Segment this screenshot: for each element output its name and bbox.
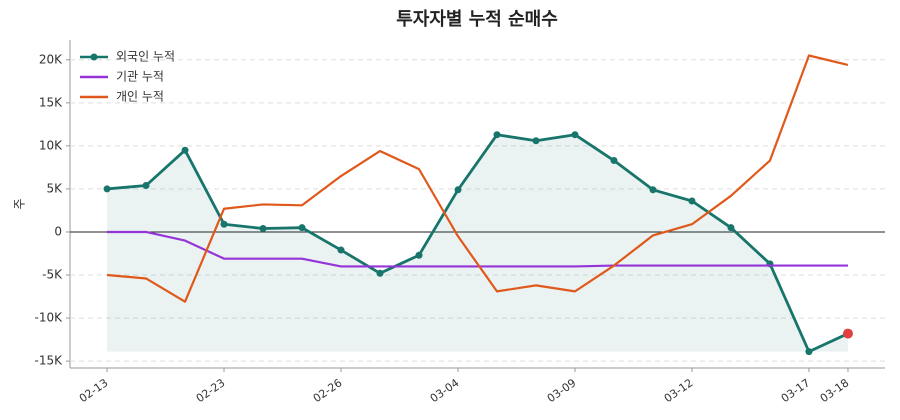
series-line: [106, 133, 849, 354]
y-tick-label: -5K: [42, 268, 63, 282]
marker: [610, 157, 618, 165]
marker: [259, 225, 267, 233]
marker: [298, 224, 306, 232]
x-tick-label: 03-12: [662, 376, 696, 405]
marker: [376, 269, 384, 277]
marker: [103, 185, 111, 193]
y-tick-label: 5K: [46, 181, 63, 195]
marker: [337, 246, 345, 254]
x-tick-label: 02-23: [194, 376, 228, 405]
marker: [571, 131, 579, 139]
area-fill: [107, 134, 848, 352]
marker: [649, 186, 657, 194]
x-tick-label: 03-17: [779, 376, 813, 405]
marker: [181, 146, 189, 154]
x-tick-label: 02-26: [311, 376, 345, 405]
y-tick-label: 10K: [39, 138, 63, 152]
legend-marker: [90, 53, 98, 61]
marker: [688, 197, 696, 205]
chart-title: 투자자별 누적 순매수: [396, 9, 558, 30]
legend-label: 기관 누적: [116, 70, 164, 84]
x-tick-label: 03-09: [545, 376, 579, 405]
marker: [142, 181, 150, 189]
y-tick-label: 20K: [39, 52, 63, 66]
marker: [454, 186, 462, 194]
marker: [493, 131, 501, 139]
legend-label: 외국인 누적: [116, 50, 175, 64]
marker: [415, 251, 423, 259]
x-tick-label: 02-13: [77, 376, 111, 405]
x-tick-label: 03-04: [428, 376, 462, 405]
marker: [220, 220, 228, 228]
marker: [727, 224, 735, 232]
series-line: [106, 54, 849, 303]
y-tick-label: 15K: [39, 95, 63, 109]
marker: [805, 348, 813, 356]
series-line: [107, 230, 848, 268]
x-tick-label: 03-18: [818, 376, 852, 405]
y-axis-label: 주: [13, 198, 27, 209]
y-tick-label: -10K: [35, 311, 64, 325]
y-tick-label: 0: [54, 224, 62, 238]
y-tick-label: -15K: [35, 354, 64, 368]
last-marker: [842, 328, 853, 339]
marker: [532, 137, 540, 145]
legend-label: 개인 누적: [116, 90, 164, 104]
